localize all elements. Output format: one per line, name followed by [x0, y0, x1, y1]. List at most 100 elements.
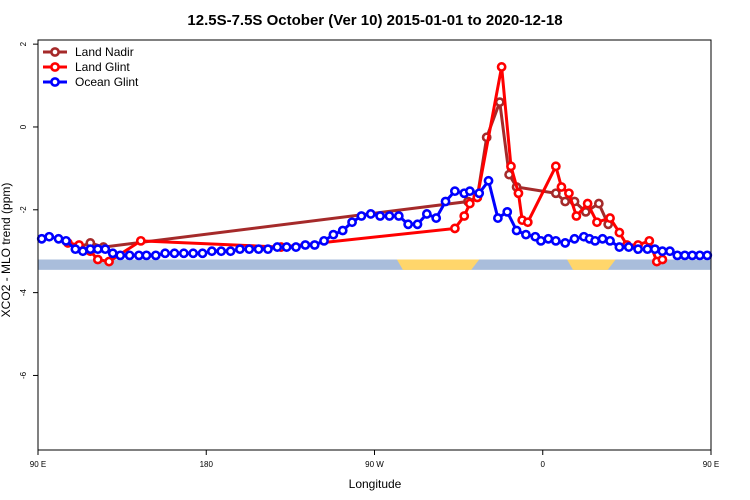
data-point — [44, 231, 55, 242]
legend-marker — [50, 62, 60, 72]
data-point — [556, 182, 567, 192]
data-point — [421, 209, 432, 219]
data-point — [550, 161, 561, 172]
data-point — [160, 248, 171, 259]
data-point — [702, 250, 713, 261]
data-point — [571, 211, 582, 221]
data-point — [197, 248, 208, 259]
data-point — [657, 254, 668, 265]
data-point — [70, 244, 81, 255]
y-axis-label: XCO2 - MLO trend (ppm) — [0, 183, 13, 318]
x-tick-label: 90 E — [30, 460, 46, 469]
data-point — [605, 235, 615, 246]
data-point — [115, 250, 126, 261]
data-point — [356, 211, 367, 221]
land-segment — [396, 259, 480, 270]
data-point — [513, 188, 524, 199]
data-point — [483, 175, 494, 186]
chart-title: 12.5S-7.5S October (Ver 10) 2015-01-01 t… — [187, 12, 562, 29]
legend-label: Land Glint — [75, 60, 130, 74]
data-point — [679, 250, 690, 261]
data-point — [664, 246, 675, 257]
data-point — [560, 238, 571, 248]
data-point — [384, 211, 395, 221]
data-point — [124, 250, 135, 261]
data-point — [53, 233, 64, 244]
data-point — [216, 246, 227, 257]
data-point — [272, 242, 283, 252]
data-point — [564, 188, 574, 199]
data-point — [281, 242, 292, 252]
data-point — [178, 248, 189, 259]
data-point — [590, 235, 600, 246]
data-point — [522, 217, 533, 228]
y-tick-label: 2 — [19, 41, 28, 46]
ocean-strip — [38, 259, 711, 270]
data-point — [614, 227, 625, 238]
y-axis-ticks: 2 0 -2 -4 -6 — [19, 41, 38, 379]
data-point — [605, 213, 615, 223]
data-point — [496, 62, 507, 72]
land-ocean-strip — [38, 259, 711, 270]
y-tick-label: -2 — [19, 206, 28, 214]
data-point — [543, 233, 554, 244]
data-point — [511, 225, 522, 236]
data-point — [694, 250, 705, 261]
data-point — [134, 250, 144, 261]
series-line — [67, 66, 663, 264]
data-point — [291, 242, 301, 252]
data-point — [459, 211, 470, 221]
data-point — [464, 186, 475, 197]
legend-marker — [50, 47, 60, 57]
data-point — [263, 244, 273, 255]
data-point — [431, 213, 442, 223]
data-point — [644, 235, 655, 246]
y-tick-label: 0 — [19, 124, 28, 129]
data-point — [449, 223, 460, 234]
data-point — [393, 211, 404, 221]
legend-item: Land Nadir — [43, 45, 134, 59]
data-point — [141, 250, 152, 261]
x-axis-ticks: 90 E 180 90 W 0 90 E — [30, 450, 719, 469]
legend-label: Land Nadir — [75, 45, 134, 59]
data-point — [560, 196, 571, 207]
data-point — [440, 196, 451, 207]
data-point — [107, 248, 118, 259]
data-point — [623, 242, 634, 252]
data-point — [375, 211, 386, 221]
data-point — [328, 229, 339, 240]
legend-marker — [50, 77, 60, 87]
x-tick-label: 180 — [200, 460, 214, 469]
data-point — [234, 244, 245, 255]
data-point — [593, 198, 604, 209]
data-point — [449, 186, 460, 197]
x-tick-label: 90 W — [365, 460, 384, 469]
data-point — [521, 229, 531, 240]
legend-label: Ocean Glint — [75, 75, 139, 89]
x-tick-label: 0 — [541, 460, 546, 469]
x-tick-label: 90 E — [703, 460, 719, 469]
data-point — [535, 235, 546, 246]
data-point — [687, 250, 698, 261]
data-point — [104, 256, 114, 267]
data-point — [633, 244, 643, 255]
data-point — [36, 233, 47, 244]
data-point — [502, 206, 513, 217]
data-point — [244, 244, 255, 255]
data-point — [412, 219, 423, 230]
data-point — [150, 250, 161, 261]
data-point — [657, 246, 668, 257]
data-point — [188, 248, 199, 259]
data-point — [614, 242, 625, 252]
y-tick-label: -4 — [19, 289, 28, 297]
data-point — [650, 244, 660, 255]
data-point — [582, 198, 593, 209]
data-point — [337, 225, 348, 236]
x-axis-label: Longitude — [349, 477, 402, 491]
legend-item: Ocean Glint — [43, 75, 139, 89]
data-point — [550, 188, 561, 199]
series-layer — [36, 62, 713, 267]
series-ocean-glint — [36, 175, 713, 261]
